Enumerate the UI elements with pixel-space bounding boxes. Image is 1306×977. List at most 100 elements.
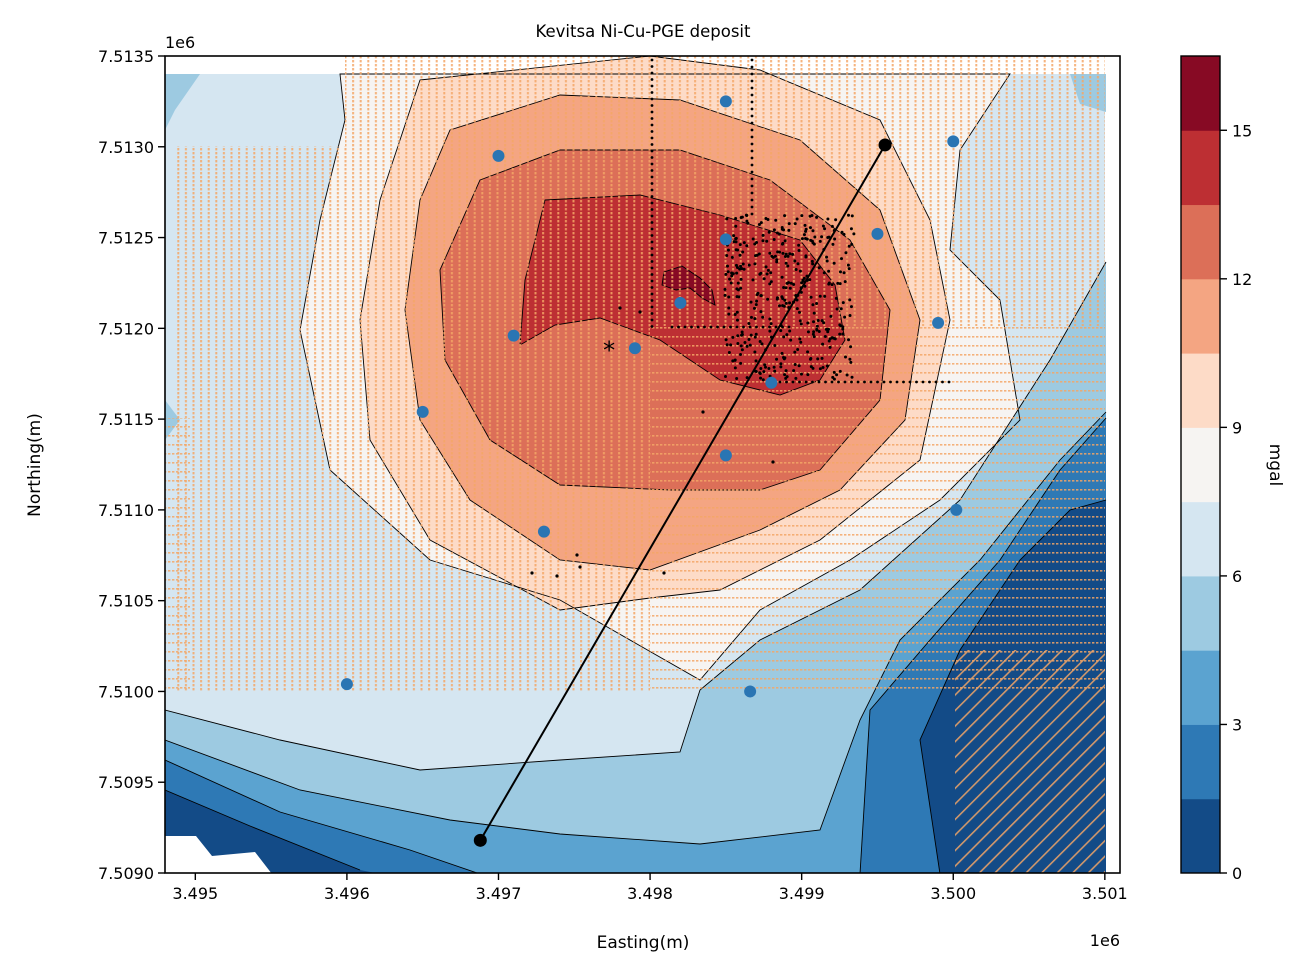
y-offset-label: 1e6 — [165, 33, 195, 52]
station-point — [537, 525, 550, 538]
drillhole-point — [762, 277, 766, 281]
drillhole-point — [732, 240, 736, 244]
drillhole-point — [730, 274, 734, 278]
drillhole-point — [826, 327, 830, 331]
drillhole-point — [650, 240, 654, 244]
drillhole-point — [797, 243, 801, 247]
drillhole-point — [650, 318, 654, 322]
drillhole-point — [806, 330, 810, 334]
drillhole-point — [803, 223, 807, 227]
drillhole-point — [727, 312, 731, 316]
drillhole-point — [772, 228, 776, 232]
drillhole-point — [703, 325, 706, 329]
drillhole-point — [876, 380, 879, 384]
station-points — [340, 95, 963, 698]
drillhole-point — [852, 232, 856, 236]
drillhole-point — [848, 298, 852, 302]
survey-vertical-lines-west — [175, 146, 345, 691]
drillhole-point — [745, 244, 749, 248]
drillhole-point — [650, 104, 654, 107]
drillhole-point — [797, 364, 801, 368]
drillhole-point — [768, 325, 771, 329]
drillhole-point — [779, 362, 783, 366]
drillhole-point — [767, 366, 771, 370]
drillhole-point — [769, 280, 773, 284]
drillhole-point — [809, 238, 813, 242]
colorbar-tick-label: 12 — [1232, 270, 1252, 289]
drillhole-point — [733, 366, 737, 370]
drillhole-point — [832, 370, 836, 374]
drillhole-point — [823, 335, 827, 339]
drillhole-point — [650, 325, 654, 328]
drillhole-point — [947, 380, 951, 384]
plot-frame — [164, 55, 1121, 874]
drillhole-point — [748, 325, 752, 329]
colorbar: 0 3 6 9 12 15 — [1180, 55, 1252, 883]
drillhole-point — [775, 296, 779, 300]
drillhole-point — [750, 142, 754, 146]
drillhole-point — [816, 357, 820, 361]
drillhole-point — [825, 259, 829, 263]
drillhole-point — [734, 224, 738, 228]
drillhole-point — [773, 369, 777, 373]
drillhole-point — [845, 373, 849, 377]
station-point — [719, 449, 732, 462]
drillhole-point — [731, 335, 735, 339]
drillhole-point — [830, 380, 834, 384]
survey-vertical-lines — [345, 56, 650, 691]
drillhole-point — [794, 268, 798, 272]
drillhole-point — [804, 229, 808, 233]
x-tick-label: 3.495 — [172, 884, 218, 903]
drillhole-point — [750, 114, 754, 118]
drillhole-points — [530, 58, 951, 578]
drillhole-point — [783, 214, 787, 218]
drillhole-point — [811, 380, 814, 384]
station-point — [950, 503, 963, 516]
drillhole-point — [730, 271, 734, 275]
drillhole-point — [847, 244, 851, 248]
drillhole-point — [811, 229, 815, 233]
drillhole-point — [800, 237, 804, 241]
drillhole-point — [650, 201, 654, 205]
drillhole-point — [818, 294, 822, 298]
drillhole-point — [798, 337, 802, 341]
drillhole-point — [817, 266, 821, 270]
drillhole-point — [751, 278, 755, 282]
drillhole-point — [650, 110, 654, 114]
drillhole-point — [736, 248, 740, 252]
y-tick-label: 7.5135 — [98, 47, 154, 66]
drillhole-point — [817, 329, 821, 333]
drillhole-point — [928, 380, 931, 384]
survey-vertical-lines-north — [650, 56, 1105, 326]
station-point — [628, 342, 641, 355]
drillhole-point — [826, 330, 830, 334]
drillhole-point — [833, 237, 837, 241]
drillhole-point — [650, 286, 654, 289]
drillhole-point — [811, 262, 815, 266]
station-point — [871, 227, 884, 240]
drillhole-point — [734, 237, 738, 241]
drillhole-point — [915, 380, 918, 384]
drillhole-point — [863, 380, 866, 384]
drillhole-point — [739, 264, 743, 268]
drillhole-point — [782, 335, 786, 339]
survey-horizontal-lines-west — [165, 418, 190, 691]
drillhole-point — [781, 304, 785, 308]
drillhole-point — [827, 282, 831, 286]
drillhole-point — [838, 323, 842, 327]
drillhole-point — [742, 325, 745, 329]
drillhole-point — [750, 212, 754, 216]
drillhole-point — [650, 279, 654, 283]
drillhole-point — [820, 319, 824, 323]
drillhole-point — [650, 162, 654, 166]
drillhole-point — [650, 305, 654, 309]
drillhole-point — [793, 222, 797, 226]
drillhole-point — [759, 271, 763, 275]
drillhole-point — [781, 251, 785, 255]
drillhole-point — [771, 460, 775, 464]
drillhole-point — [847, 338, 851, 342]
drillhole-point — [783, 373, 787, 377]
drillhole-point — [827, 235, 831, 239]
drillhole-point — [812, 242, 816, 246]
drillhole-point — [750, 177, 754, 181]
